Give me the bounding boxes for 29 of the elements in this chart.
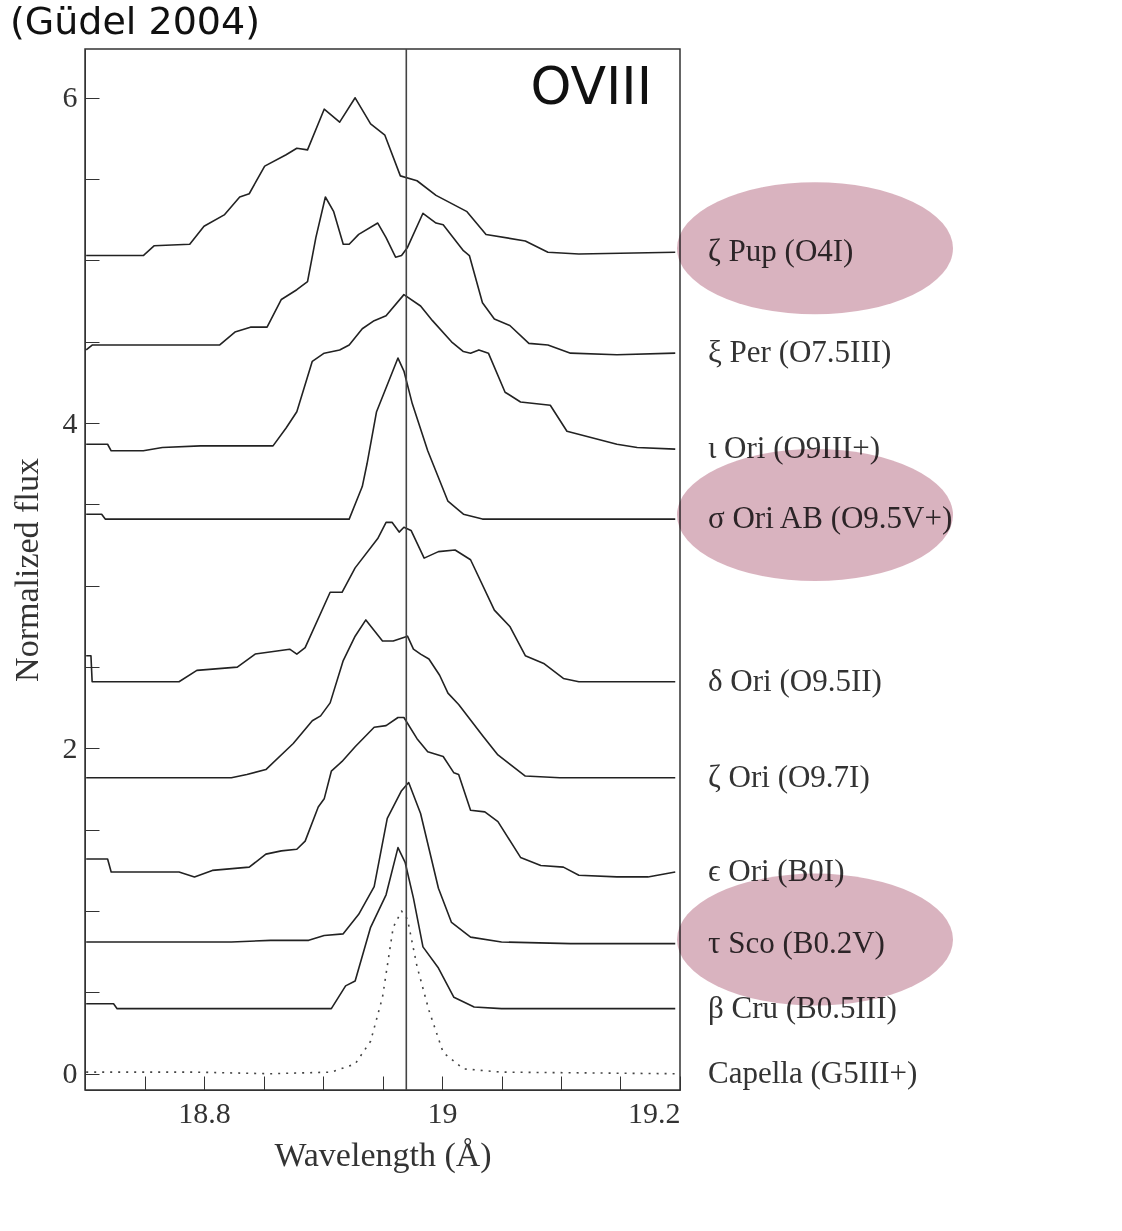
series-label: ξ Per (O7.5III): [708, 334, 892, 370]
series-label: τ Sco (B0.2V): [708, 924, 885, 960]
series-label: Capella (G5III+): [708, 1054, 918, 1090]
line-series: [85, 293, 677, 452]
y-tick-label: 6: [62, 80, 78, 114]
series-label: β Cru (B0.5III): [708, 989, 897, 1025]
line-series: [85, 196, 677, 356]
y-axis-title: Normalized flux: [7, 458, 45, 682]
y-tick-label: 2: [62, 730, 78, 764]
series-label: ι Ori (O9III+): [708, 430, 881, 466]
x-tick-label: 19.2: [628, 1095, 681, 1129]
line-series: [85, 619, 677, 779]
series-label: σ Ori AB (O9.5V+): [708, 500, 953, 536]
chart-title: (Güdel 2004): [10, 0, 261, 44]
x-axis-title: Wavelength (Å): [274, 1135, 492, 1174]
y-tick-label: 0: [62, 1056, 78, 1090]
annotation: OVIII: [530, 56, 652, 116]
line-series: [85, 716, 677, 878]
line-series: [85, 846, 677, 1010]
line-series: [85, 781, 677, 945]
x-tick-label: 18.8: [178, 1095, 231, 1129]
line-series: [85, 357, 677, 520]
line-series: [85, 521, 677, 683]
series-label: ϵ Ori (B0I): [708, 853, 845, 889]
x-tick-label: 19: [427, 1095, 458, 1129]
y-tick-label: 4: [62, 405, 78, 439]
series-label: ζ Pup (O4I): [708, 233, 854, 269]
series-label: δ Ori (O9.5II): [708, 662, 882, 698]
series-label: ζ Ori (O9.7I): [708, 758, 870, 794]
